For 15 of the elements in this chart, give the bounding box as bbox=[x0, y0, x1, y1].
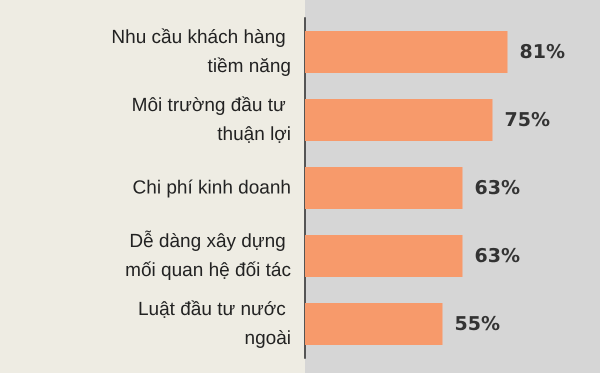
y-tick-label: Dễ dàng xây dựng mối quan hệ đối tác bbox=[125, 230, 291, 281]
y-tick-label: Chi phí kinh doanh bbox=[132, 178, 291, 198]
data-label: 75% bbox=[504, 109, 550, 131]
bar bbox=[305, 235, 462, 277]
data-label: 55% bbox=[454, 313, 500, 335]
data-label: 63% bbox=[474, 177, 520, 199]
bar bbox=[305, 167, 462, 209]
y-tick-label: Môi trường đầu tư thuận lợi bbox=[132, 95, 291, 145]
bar bbox=[305, 303, 442, 345]
data-label: 63% bbox=[474, 245, 520, 267]
y-tick-label: Nhu cầu khách hàng tiềm năng bbox=[111, 27, 291, 77]
data-label: 81% bbox=[520, 41, 565, 63]
bar bbox=[305, 99, 492, 141]
y-tick-label: Luật đầu tư nước ngoài bbox=[138, 299, 291, 349]
bar bbox=[305, 31, 508, 73]
